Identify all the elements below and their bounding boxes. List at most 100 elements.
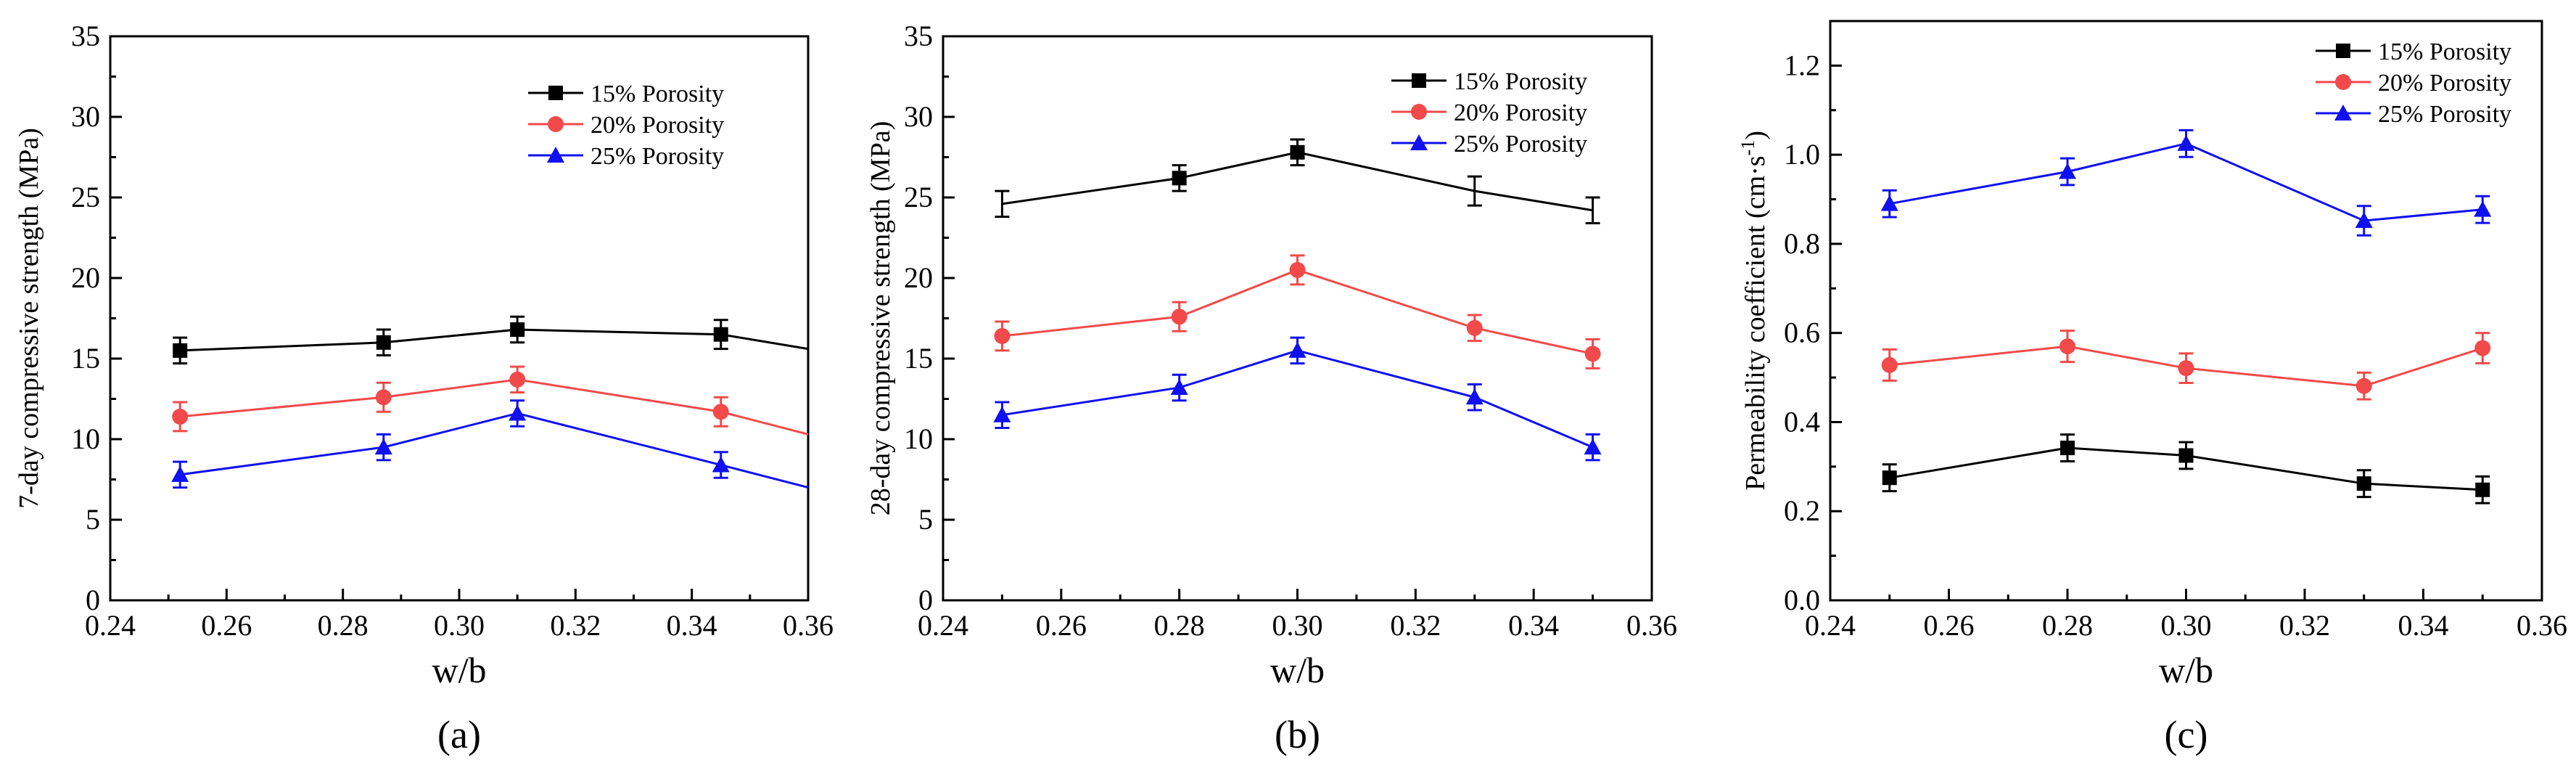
data-point (2059, 338, 2075, 355)
y-axis-title-text: 28-day compressive strength (MPa) (865, 121, 896, 516)
data-point (2356, 476, 2371, 491)
x-tick-label: 0.24 (1805, 609, 1856, 642)
x-tick-label: 0.34 (1508, 609, 1559, 642)
panel-b: 0.24 0.26 0.28 0.30 0.32 0.34 0.36 0 5 10 15 20 25 30… (865, 20, 1677, 756)
x-axis-title: w/b (1270, 650, 1325, 690)
x-tick-label: 0.26 (1036, 609, 1087, 642)
legend-square-icon (1412, 73, 1426, 88)
series-15-porosity (173, 315, 808, 365)
x-tick-label: 0.26 (201, 609, 252, 642)
panel-c: 0.24 0.26 0.28 0.30 0.32 0.34 0.36 0.0 0.2 0.4 0.6… (1737, 20, 2567, 756)
legend-entry: 25% Porosity (2316, 101, 2511, 128)
y-tick-label: 15 (904, 342, 933, 375)
legend-entry: 20% Porosity (528, 112, 724, 139)
legend-entry: 15% Porosity (1391, 68, 1587, 95)
data-point (1584, 346, 1601, 362)
data-point (2474, 340, 2491, 356)
legend-triangle-icon (2334, 105, 2352, 120)
x-tick-label: 0.36 (1626, 609, 1677, 642)
y-tick-label: 30 (71, 100, 100, 133)
legend-label: 20% Porosity (2378, 70, 2511, 97)
data-point (172, 408, 189, 425)
data-point (173, 343, 188, 358)
y-tick-label: 1.2 (1784, 49, 1820, 81)
legend-label: 15% Porosity (2378, 38, 2511, 65)
x-axis-title: w/b (432, 650, 487, 690)
series-15-porosity (995, 138, 1600, 225)
data-point (1880, 195, 1898, 211)
data-point (376, 335, 391, 350)
data-point (1882, 470, 1897, 486)
x-tick-label: 0.34 (667, 609, 717, 642)
y-tick-label: 35 (71, 20, 100, 52)
y-axis-title-text: Permeability coefficient (cm·s (1740, 155, 1771, 490)
data-point (2355, 212, 2373, 229)
data-point (2474, 200, 2492, 217)
y-tick-label: 1.0 (1784, 138, 1820, 171)
panel-label: (b) (1275, 713, 1320, 756)
data-point (1881, 356, 1898, 373)
legend-label: 25% Porosity (2378, 101, 2511, 128)
legend-triangle-icon (1410, 134, 1428, 150)
x-tick-label: 0.30 (1272, 609, 1323, 642)
legend-circle-icon (2335, 74, 2351, 90)
legend-entry: 25% Porosity (528, 143, 724, 170)
data-point (712, 456, 730, 473)
legend-label: 25% Porosity (1454, 131, 1587, 158)
legend-label: 25% Porosity (590, 143, 724, 170)
y-tick-label: 0.2 (1784, 494, 1820, 527)
legend-circle-icon (1411, 104, 1427, 120)
legend-label: 15% Porosity (1454, 68, 1587, 95)
legend-entry: 20% Porosity (2316, 70, 2511, 97)
y-tick-label: 0.4 (1784, 405, 1820, 438)
panel-label: (c) (2165, 713, 2208, 756)
x-tick-label: 0.30 (434, 609, 485, 642)
data-point (171, 465, 189, 482)
x-tick-label: 0.24 (85, 609, 136, 642)
legend-entry: 15% Porosity (528, 81, 724, 107)
y-axis-title: 28-day compressive strength (MPa) (865, 121, 896, 516)
data-point (2178, 360, 2194, 377)
y-tick-label: 10 (71, 422, 100, 455)
data-point (713, 327, 728, 342)
x-tick-label: 0.26 (1924, 609, 1975, 642)
data-point (509, 404, 527, 421)
series-25-porosity (993, 336, 1602, 462)
series-20-porosity (172, 365, 808, 436)
legend-square-icon (548, 86, 563, 100)
y-axis-title: 7-day compressive strength (MPa) (14, 128, 44, 509)
data-point (1584, 438, 1602, 455)
y-tick-label: 0 (918, 584, 933, 616)
x-tick-label: 0.28 (318, 609, 369, 642)
data-point (1288, 341, 1306, 358)
data-point (1465, 388, 1484, 405)
series-15-porosity (1882, 433, 2490, 504)
x-tick-label: 0.32 (2279, 609, 2330, 642)
y-tick-label: 25 (904, 181, 933, 213)
data-point (1172, 171, 1187, 186)
legend-entry: 15% Porosity (2316, 38, 2511, 65)
data-point (2355, 377, 2372, 394)
data-point (1466, 319, 1483, 336)
x-tick-label: 0.32 (1390, 609, 1441, 642)
data-point (2178, 448, 2194, 463)
series-25-porosity (1880, 128, 2492, 237)
series-20-porosity (1881, 330, 2491, 401)
data-point (2475, 482, 2490, 497)
y-tick-label: 0.6 (1784, 316, 1820, 349)
legend-square-icon (2336, 44, 2350, 58)
legend-triangle-icon (547, 147, 564, 163)
y-tick-label: 10 (904, 422, 933, 455)
data-point (509, 371, 526, 388)
x-tick-label: 0.36 (2517, 609, 2567, 642)
x-tick-label: 0.36 (783, 609, 834, 642)
data-point (374, 438, 392, 455)
y-tick-label: 0.8 (1784, 227, 1820, 260)
legend-circle-icon (548, 116, 564, 132)
y-tick-label: 0 (86, 584, 100, 616)
series-20-porosity (994, 254, 1601, 369)
y-axis-title-text: 7-day compressive strength (MPa) (14, 128, 44, 509)
y-tick-label: 20 (71, 261, 100, 294)
y-tick-label: 35 (904, 20, 933, 52)
